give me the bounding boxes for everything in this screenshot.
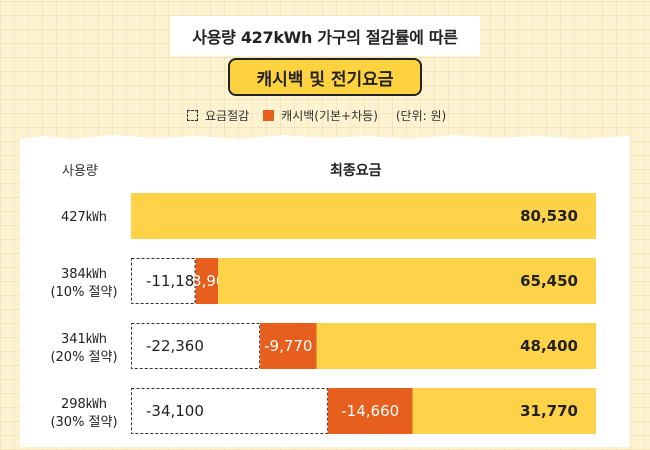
header-usage: 사용량 [62,164,98,179]
saving-bar [131,258,196,304]
final-fee-value-label: 80,530 [520,207,578,225]
final-fee-bar [131,193,596,239]
legend-swatch-saving [187,109,198,121]
saving-bar [131,323,261,369]
cashback-bar [195,258,219,304]
saving-value-label: -22,360 [146,337,204,355]
header-final: 최종요금 [330,163,382,179]
cashback-bar [260,323,317,369]
final-fee-bar [218,258,596,304]
category-sublabel: (30% 절약) [50,415,117,430]
final-fee-value-label: 48,400 [520,337,578,355]
category-label: 298㎾h [61,397,107,412]
category-label: 384㎾h [61,267,107,282]
final-fee-bar [412,388,596,434]
final-fee-value-label: 31,770 [520,402,578,420]
final-fee-bar [316,323,596,369]
category-sublabel: (20% 절약) [50,350,117,365]
unit-label: (단위: 원) [395,108,447,123]
chart-subtitle: 캐시백 및 전기요금 [228,58,422,96]
category-label: 341㎾h [61,332,107,347]
cashback-value-label: -9,770 [264,337,312,355]
legend-swatch-cashback [263,109,275,121]
final-fee-value-label: 65,450 [520,272,578,290]
legend: 요금절감 캐시백(기본+차등) (단위: 원) [187,107,446,123]
cashback-bar [327,388,413,434]
category-sublabel: (10% 절약) [50,285,117,300]
legend-label-cashback: 캐시백(기본+차등) [281,108,378,123]
chart-title: 사용량 427kWh 가구의 절감률에 따른 [170,16,480,56]
saving-value-label: -11,180 [146,272,204,290]
legend-label-saving: 요금절감 [205,108,250,123]
cashback-value-label: -14,660 [341,402,399,420]
saving-value-label: -34,100 [146,402,204,420]
category-label: 427㎾h [61,210,107,225]
saving-bar [131,388,328,434]
